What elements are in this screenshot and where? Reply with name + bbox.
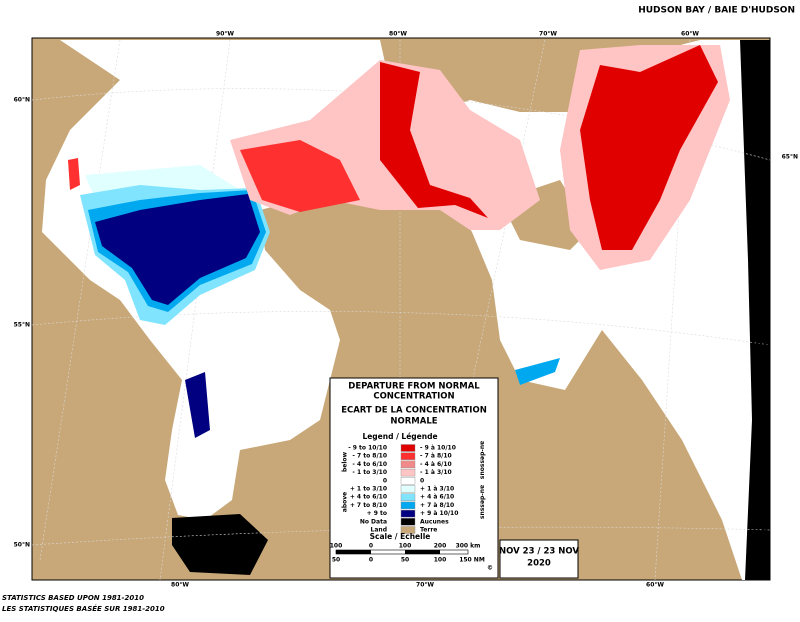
legend-label: 0: [383, 477, 387, 484]
lat-label: 55°N: [752, 527, 768, 534]
lon-label: 90°W: [216, 31, 234, 38]
ice-patch: [380, 62, 488, 218]
side-label: au-dessous: [479, 441, 486, 480]
legend-label: + 9 to: [367, 510, 387, 517]
legend-label: + 1 à 3/10: [420, 486, 454, 493]
legend-swatch: [400, 460, 416, 469]
legend-title: NORMALE: [390, 417, 437, 427]
legend-label: - 1 à 3/10: [420, 469, 452, 476]
legend-swatch: [400, 477, 416, 485]
legend-label: - 4 to 6/10: [352, 461, 387, 468]
ice-patch: [185, 372, 210, 438]
lon-label: 60°W: [646, 582, 664, 589]
legend-label: - 7 to 8/10: [352, 453, 387, 460]
footer: LES STATISTIQUES BASÉE SUR 1981-2010: [2, 604, 165, 613]
legend-label: + 7 à 8/10: [420, 502, 454, 509]
title: HUDSON BAY / BAIE D'HUDSON: [638, 6, 795, 16]
scale-title: Scale / Echelle: [370, 532, 431, 541]
ice-patch: [515, 358, 560, 385]
lat-label: 65°N: [782, 154, 798, 161]
scale-nm: 100: [434, 557, 447, 564]
lon-label: 80°W: [389, 31, 407, 38]
lon-label: 70°W: [416, 582, 434, 589]
legend-swatch: [400, 485, 416, 493]
side-label: below: [342, 452, 349, 473]
legend-label: - 9 à 10/10: [420, 445, 456, 452]
ice-patch: [580, 45, 718, 250]
legend-label: - 7 à 8/10: [420, 453, 452, 460]
scale-km: 200: [434, 543, 447, 550]
legend-label: - 4 à 6/10: [420, 461, 452, 468]
lat-label: 50°N: [14, 542, 30, 549]
legend-swatch: [400, 468, 416, 477]
legend-label: + 4 à 6/10: [420, 494, 454, 501]
lat-label: 60°N: [14, 97, 30, 104]
footer: STATISTICS BASED UPON 1981-2010: [2, 594, 144, 602]
copyright: ©: [487, 565, 493, 572]
scale-nm: 50: [401, 557, 409, 564]
lon-label: 60°W: [681, 31, 699, 38]
lon-label: 80°W: [171, 582, 189, 589]
ice-anomalies: [68, 45, 730, 438]
lat-label: 60°N: [752, 342, 768, 349]
scale-km: 100: [399, 543, 412, 550]
scale-km: 0: [369, 543, 373, 550]
legend-swatch: [400, 501, 416, 510]
lon-label: 70°W: [539, 31, 557, 38]
ice-patch: [240, 140, 360, 212]
date-year: 2020: [527, 559, 551, 569]
no-data: [172, 514, 268, 575]
side-label: au-dessus: [479, 485, 486, 520]
legend-swatch: [400, 518, 416, 526]
legend-swatch: [400, 526, 416, 534]
legend-label: Terre: [420, 527, 437, 534]
ice-patch: [95, 194, 260, 305]
scale-bar: [405, 550, 440, 554]
legend-label: 0: [420, 477, 424, 484]
legend-title: DEPARTURE FROM NORMAL: [348, 382, 480, 392]
ice-patch: [68, 158, 80, 190]
legend-label: - 9 to 10/10: [348, 445, 387, 452]
scale-bar: [336, 550, 371, 554]
legend-title: CONCENTRATION: [373, 392, 454, 402]
legend-label: Land: [371, 527, 387, 534]
scale-km: 300 km: [456, 543, 481, 550]
legend-heading: Legend / Légende: [362, 432, 437, 441]
legend-swatch: [400, 493, 416, 501]
legend-swatch: [400, 452, 416, 460]
side-label: above: [342, 492, 349, 512]
legend-label: + 7 to 8/10: [350, 502, 387, 509]
legend-label: No Data: [360, 518, 387, 525]
date: NOV 23 / 23 NOV: [499, 547, 579, 557]
legend-swatch: [400, 444, 416, 452]
legend-label: Aucunes: [420, 518, 449, 525]
legend-label: - 1 to 3/10: [352, 469, 387, 476]
scale-nm: 0: [369, 557, 373, 564]
legend-swatch: [400, 509, 416, 518]
scale-nm: 150 NM: [459, 557, 485, 564]
legend-title: ECART DE LA CONCENTRATION: [341, 406, 487, 416]
legend-label: + 1 to 3/10: [350, 486, 387, 493]
date-box: [499, 539, 579, 579]
lat-label: 55°N: [14, 322, 30, 329]
legend-label: + 9 à 10/10: [420, 510, 458, 517]
map-labels: 90°W 80°W 70°W 60°W 80°W 70°W 60°W 60°N 55°N 50°N…: [14, 31, 798, 589]
scale-nm: 50: [332, 557, 340, 564]
scale-km: 100: [330, 543, 343, 550]
legend-label: + 4 to 6/10: [350, 494, 387, 501]
no-data: [740, 40, 770, 580]
